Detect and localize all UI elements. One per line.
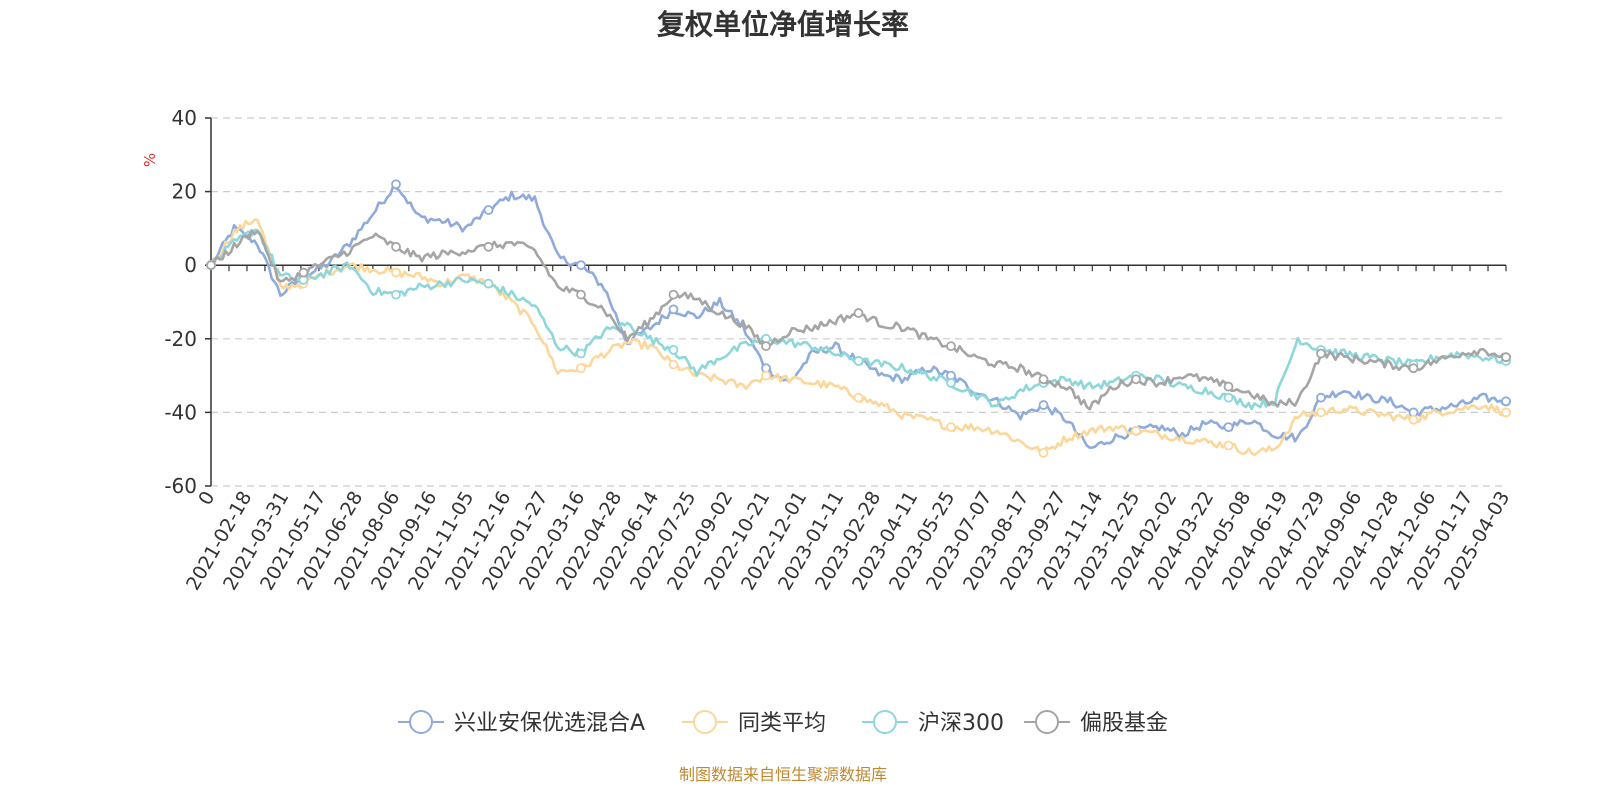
legend-marker [873,710,897,734]
legend-marker [1035,710,1059,734]
series-point [853,392,864,403]
legend-marker [693,710,717,734]
y-tick-label: 0 [184,253,197,277]
axes [205,117,1507,487]
series-point [483,205,494,215]
legend-item[interactable]: 沪深300 [862,710,1004,736]
series-point [1316,407,1326,418]
series-point [576,260,586,271]
legend-marker [409,710,433,734]
series-point [391,289,401,300]
series-point [668,304,679,315]
series-point [668,289,679,300]
series-point [483,241,494,252]
series-point [668,344,679,355]
series-point [946,341,956,352]
data-source-note: 制图数据来自恒生聚源数据库 [679,765,887,784]
series-point [1316,392,1326,403]
legend-label: 同类平均 [738,711,826,736]
series-point [1223,392,1234,403]
y-axis-label: % [141,153,159,167]
y-tick-label: -20 [164,327,197,351]
legend-item[interactable]: 同类平均 [682,710,826,736]
y-tick-label: 40 [172,106,197,130]
series-line [210,229,1507,411]
series-point [1223,440,1234,451]
series-point [946,378,956,388]
y-tick-label: -60 [164,474,197,498]
series-point [1038,447,1049,458]
series-point [1408,363,1419,374]
series-group [206,179,1511,458]
series-point [576,289,586,300]
series-point [1038,374,1049,385]
series-point [853,355,864,366]
series-line [209,218,1507,457]
x-tick-label: 0 [194,488,219,509]
series-point [761,341,771,352]
x-tick-labels: 02021-02-182021-03-312021-05-172021-06-2… [182,488,1514,595]
series-point [483,278,494,289]
series-point [391,241,401,252]
legend-label: 沪深300 [918,711,1004,736]
series-point [391,267,401,278]
series-point [1223,422,1234,433]
series-point [206,260,216,271]
legend-label: 兴业安保优选混合A [454,711,645,736]
legend[interactable]: 兴业安保优选混合A 同类平均 沪深300 偏股基金 [398,710,1168,736]
series-point [1501,407,1511,418]
series-point [391,179,401,190]
legend-label: 偏股基金 [1080,711,1168,736]
series-line [209,228,1507,411]
y-tick-labels: 40 20 0 -20 -40 -60 [164,106,197,498]
series-point [1131,425,1141,436]
series-point [1131,374,1141,385]
series-point [1223,381,1234,392]
series-point [576,363,586,374]
series-point [853,308,864,318]
series-point [946,422,956,433]
series-point [1408,414,1419,425]
legend-item[interactable]: 偏股基金 [1024,710,1168,736]
grid-lines [211,117,1506,487]
chart-title: 复权单位净值增长率 [657,8,909,41]
series-point [1316,348,1326,359]
series-point [761,370,771,381]
series-point [298,267,309,278]
y-tick-label: 20 [172,180,197,204]
series-point [576,348,586,359]
series-point [1501,396,1511,407]
y-tick-label: -40 [164,400,197,424]
series-point [1038,400,1049,410]
series-point [1501,352,1511,363]
series-point [668,359,679,370]
legend-item[interactable]: 兴业安保优选混合A [398,710,645,736]
